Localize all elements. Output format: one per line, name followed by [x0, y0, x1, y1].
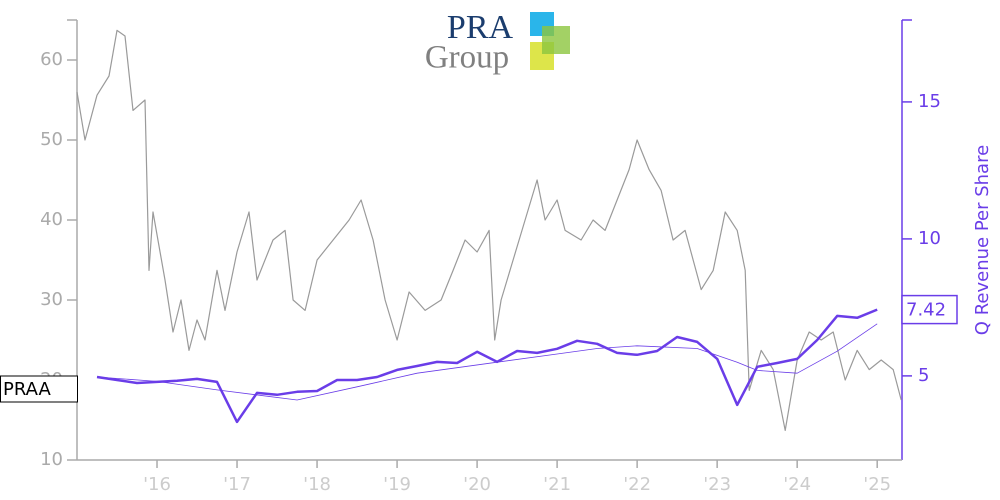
logo-square: [542, 26, 570, 54]
y2-axis-label: Q Revenue Per Share: [972, 145, 993, 335]
logo: PRA Group: [425, 9, 570, 76]
logo-text: Group: [425, 40, 509, 76]
y2-tick-label: 10: [918, 228, 941, 249]
series-line: [76, 29, 902, 431]
x-tick-label: '18: [303, 474, 331, 495]
x-tick-label: '24: [783, 474, 811, 495]
ticker-label: PRAA: [3, 379, 51, 400]
y-tick-label: 60: [40, 49, 63, 70]
y-tick-label: 40: [40, 209, 63, 230]
y-tick-label: 30: [40, 289, 63, 310]
y2-tick-label: 5: [918, 365, 929, 386]
series-line: [96, 308, 878, 424]
x-tick-label: '21: [543, 474, 571, 495]
y-tick-label: 50: [40, 129, 63, 150]
series-line: [96, 323, 878, 401]
x-tick-label: '16: [143, 474, 171, 495]
x-tick-label: '23: [703, 474, 731, 495]
x-tick-label: '22: [623, 474, 651, 495]
x-tick-label: '17: [223, 474, 251, 495]
x-tick-label: '25: [863, 474, 891, 495]
last-value-label: 7.42: [906, 300, 946, 321]
x-tick-label: '19: [383, 474, 411, 495]
ticker-box: [0, 375, 78, 403]
y-tick-label: 10: [40, 449, 63, 470]
x-tick-label: '20: [463, 474, 491, 495]
y2-tick-label: 15: [918, 91, 941, 112]
logo-text: PRA: [447, 9, 514, 46]
last-value-box: [901, 294, 958, 325]
